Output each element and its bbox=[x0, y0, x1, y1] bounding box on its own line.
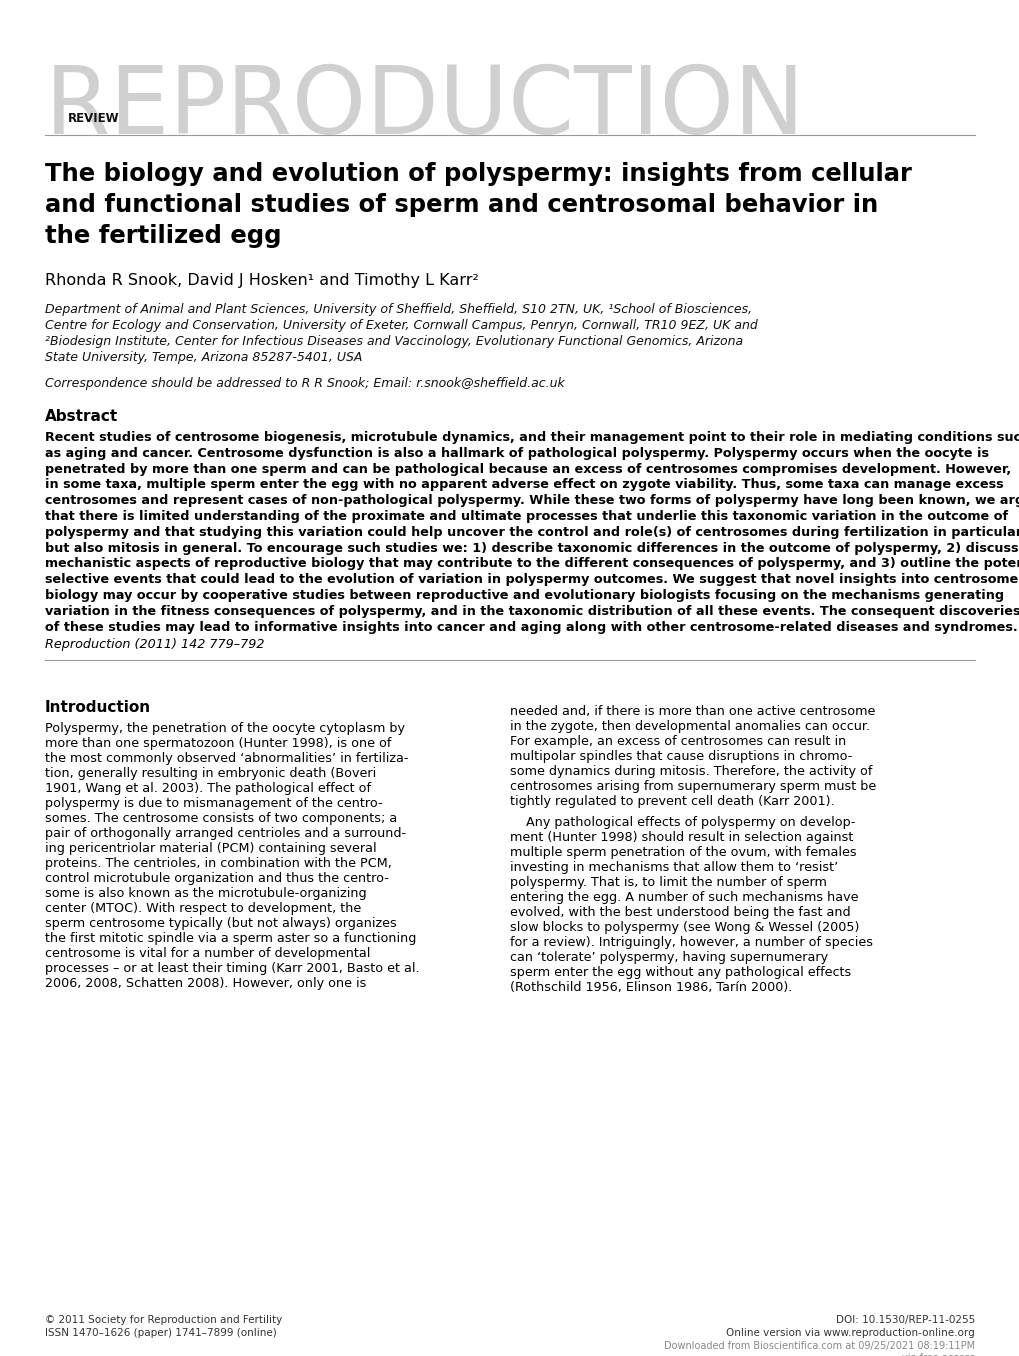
Text: multiple sperm penetration of the ovum, with females: multiple sperm penetration of the ovum, … bbox=[510, 846, 856, 860]
Text: (Rothschild 1956, Elinson 1986, Tarín 2000).: (Rothschild 1956, Elinson 1986, Tarín 20… bbox=[510, 982, 792, 994]
Text: needed and, if there is more than one active centrosome: needed and, if there is more than one ac… bbox=[510, 705, 874, 719]
Text: the fertilized egg: the fertilized egg bbox=[45, 224, 281, 248]
Text: Abstract: Abstract bbox=[45, 410, 118, 424]
Text: as aging and cancer. Centrosome dysfunction is also a hallmark of pathological p: as aging and cancer. Centrosome dysfunct… bbox=[45, 446, 988, 460]
Text: mechanistic aspects of reproductive biology that may contribute to the different: mechanistic aspects of reproductive biol… bbox=[45, 557, 1019, 571]
Text: can ‘tolerate’ polyspermy, having supernumerary: can ‘tolerate’ polyspermy, having supern… bbox=[510, 952, 827, 964]
Text: processes – or at least their timing (Karr 2001, Basto et al.: processes – or at least their timing (Ka… bbox=[45, 963, 419, 975]
Text: Reproduction (2011) 142 779–792: Reproduction (2011) 142 779–792 bbox=[45, 639, 264, 651]
Text: the first mitotic spindle via a sperm aster so a functioning: the first mitotic spindle via a sperm as… bbox=[45, 933, 416, 945]
Text: ing pericentriolar material (PCM) containing several: ing pericentriolar material (PCM) contai… bbox=[45, 842, 376, 856]
Text: Downloaded from Bioscientifica.com at 09/25/2021 08:19:11PM: Downloaded from Bioscientifica.com at 09… bbox=[663, 1341, 974, 1351]
Text: REPRODUCTION: REPRODUCTION bbox=[45, 62, 805, 155]
Text: ISSN 1470–1626 (paper) 1741–7899 (online): ISSN 1470–1626 (paper) 1741–7899 (online… bbox=[45, 1328, 276, 1338]
Text: © 2011 Society for Reproduction and Fertility: © 2011 Society for Reproduction and Fert… bbox=[45, 1315, 282, 1325]
Text: centrosomes and represent cases of non-pathological polyspermy. While these two : centrosomes and represent cases of non-p… bbox=[45, 494, 1019, 507]
Text: some dynamics during mitosis. Therefore, the activity of: some dynamics during mitosis. Therefore,… bbox=[510, 765, 871, 778]
Text: variation in the fitness consequences of polyspermy, and in the taxonomic distri: variation in the fitness consequences of… bbox=[45, 605, 1019, 618]
Text: for a review). Intriguingly, however, a number of species: for a review). Intriguingly, however, a … bbox=[510, 937, 872, 949]
Text: centrosomes arising from supernumerary sperm must be: centrosomes arising from supernumerary s… bbox=[510, 781, 875, 793]
Text: ²Biodesign Institute, Center for Infectious Diseases and Vaccinology, Evolutiona: ²Biodesign Institute, Center for Infecti… bbox=[45, 335, 743, 348]
Text: polyspermy. That is, to limit the number of sperm: polyspermy. That is, to limit the number… bbox=[510, 876, 826, 890]
Text: Any pathological effects of polyspermy on develop-: Any pathological effects of polyspermy o… bbox=[510, 816, 855, 830]
Text: but also mitosis in general. To encourage such studies we: 1) describe taxonomic: but also mitosis in general. To encourag… bbox=[45, 541, 1018, 555]
Text: center (MTOC). With respect to development, the: center (MTOC). With respect to developme… bbox=[45, 902, 361, 915]
Text: in some taxa, multiple sperm enter the egg with no apparent adverse effect on zy: in some taxa, multiple sperm enter the e… bbox=[45, 479, 1003, 491]
Text: selective events that could lead to the evolution of variation in polyspermy out: selective events that could lead to the … bbox=[45, 574, 1017, 586]
Text: polyspermy and that studying this variation could help uncover the control and r: polyspermy and that studying this variat… bbox=[45, 526, 1019, 538]
Text: Introduction: Introduction bbox=[45, 701, 151, 716]
Text: entering the egg. A number of such mechanisms have: entering the egg. A number of such mecha… bbox=[510, 891, 858, 904]
Text: polyspermy is due to mismanagement of the centro-: polyspermy is due to mismanagement of th… bbox=[45, 797, 382, 811]
Text: of these studies may lead to informative insights into cancer and aging along wi: of these studies may lead to informative… bbox=[45, 621, 1017, 633]
Text: sperm centrosome typically (but not always) organizes: sperm centrosome typically (but not alwa… bbox=[45, 918, 396, 930]
Text: tion, generally resulting in embryonic death (Boveri: tion, generally resulting in embryonic d… bbox=[45, 767, 376, 781]
Text: tightly regulated to prevent cell death (Karr 2001).: tightly regulated to prevent cell death … bbox=[510, 796, 834, 808]
Text: Rhonda R Snook, David J Hosken¹ and Timothy L Karr²: Rhonda R Snook, David J Hosken¹ and Timo… bbox=[45, 273, 478, 287]
Text: Department of Animal and Plant Sciences, University of Sheffield, Sheffield, S10: Department of Animal and Plant Sciences,… bbox=[45, 302, 751, 316]
Text: slow blocks to polyspermy (see Wong & Wessel (2005): slow blocks to polyspermy (see Wong & We… bbox=[510, 921, 859, 934]
Text: DOI: 10.1530/REP-11-0255: DOI: 10.1530/REP-11-0255 bbox=[835, 1315, 974, 1325]
Text: sperm enter the egg without any pathological effects: sperm enter the egg without any patholog… bbox=[510, 967, 851, 979]
Text: Recent studies of centrosome biogenesis, microtubule dynamics, and their managem: Recent studies of centrosome biogenesis,… bbox=[45, 431, 1019, 443]
Text: investing in mechanisms that allow them to ‘resist’: investing in mechanisms that allow them … bbox=[510, 861, 838, 875]
Text: pair of orthogonally arranged centrioles and a surround-: pair of orthogonally arranged centrioles… bbox=[45, 827, 406, 841]
Text: The biology and evolution of polyspermy: insights from cellular: The biology and evolution of polyspermy:… bbox=[45, 161, 911, 186]
Text: evolved, with the best understood being the fast and: evolved, with the best understood being … bbox=[510, 906, 850, 919]
Text: biology may occur by cooperative studies between reproductive and evolutionary b: biology may occur by cooperative studies… bbox=[45, 589, 1003, 602]
Text: REVIEW: REVIEW bbox=[68, 113, 119, 125]
Text: in the zygote, then developmental anomalies can occur.: in the zygote, then developmental anomal… bbox=[510, 720, 869, 734]
Text: that there is limited understanding of the proximate and ultimate processes that: that there is limited understanding of t… bbox=[45, 510, 1007, 523]
Text: centrosome is vital for a number of developmental: centrosome is vital for a number of deve… bbox=[45, 948, 370, 960]
Text: Online version via www.reproduction-online.org: Online version via www.reproduction-onli… bbox=[726, 1328, 974, 1338]
Text: 1901, Wang et al. 2003). The pathological effect of: 1901, Wang et al. 2003). The pathologica… bbox=[45, 782, 371, 796]
Text: Correspondence should be addressed to R R Snook; Email: r.snook@sheffield.ac.uk: Correspondence should be addressed to R … bbox=[45, 377, 565, 391]
Text: For example, an excess of centrosomes can result in: For example, an excess of centrosomes ca… bbox=[510, 735, 846, 749]
Text: somes. The centrosome consists of two components; a: somes. The centrosome consists of two co… bbox=[45, 812, 396, 826]
Text: State University, Tempe, Arizona 85287-5401, USA: State University, Tempe, Arizona 85287-5… bbox=[45, 351, 362, 363]
Text: penetrated by more than one sperm and can be pathological because an excess of c: penetrated by more than one sperm and ca… bbox=[45, 462, 1010, 476]
Text: some is also known as the microtubule-organizing: some is also known as the microtubule-or… bbox=[45, 887, 366, 900]
Text: control microtubule organization and thus the centro-: control microtubule organization and thu… bbox=[45, 872, 388, 885]
Text: 2006, 2008, Schatten 2008). However, only one is: 2006, 2008, Schatten 2008). However, onl… bbox=[45, 978, 366, 990]
Text: multipolar spindles that cause disruptions in chromo-: multipolar spindles that cause disruptio… bbox=[510, 750, 852, 763]
Text: ment (Hunter 1998) should result in selection against: ment (Hunter 1998) should result in sele… bbox=[510, 831, 853, 845]
Text: the most commonly observed ‘abnormalities’ in fertiliza-: the most commonly observed ‘abnormalitie… bbox=[45, 753, 408, 765]
Text: Polyspermy, the penetration of the oocyte cytoplasm by: Polyspermy, the penetration of the oocyt… bbox=[45, 723, 405, 735]
Text: and functional studies of sperm and centrosomal behavior in: and functional studies of sperm and cent… bbox=[45, 193, 877, 217]
Text: proteins. The centrioles, in combination with the PCM,: proteins. The centrioles, in combination… bbox=[45, 857, 391, 871]
Text: via free access: via free access bbox=[901, 1353, 974, 1356]
Text: more than one spermatozoon (Hunter 1998), is one of: more than one spermatozoon (Hunter 1998)… bbox=[45, 738, 391, 750]
Text: Centre for Ecology and Conservation, University of Exeter, Cornwall Campus, Penr: Centre for Ecology and Conservation, Uni… bbox=[45, 319, 757, 332]
